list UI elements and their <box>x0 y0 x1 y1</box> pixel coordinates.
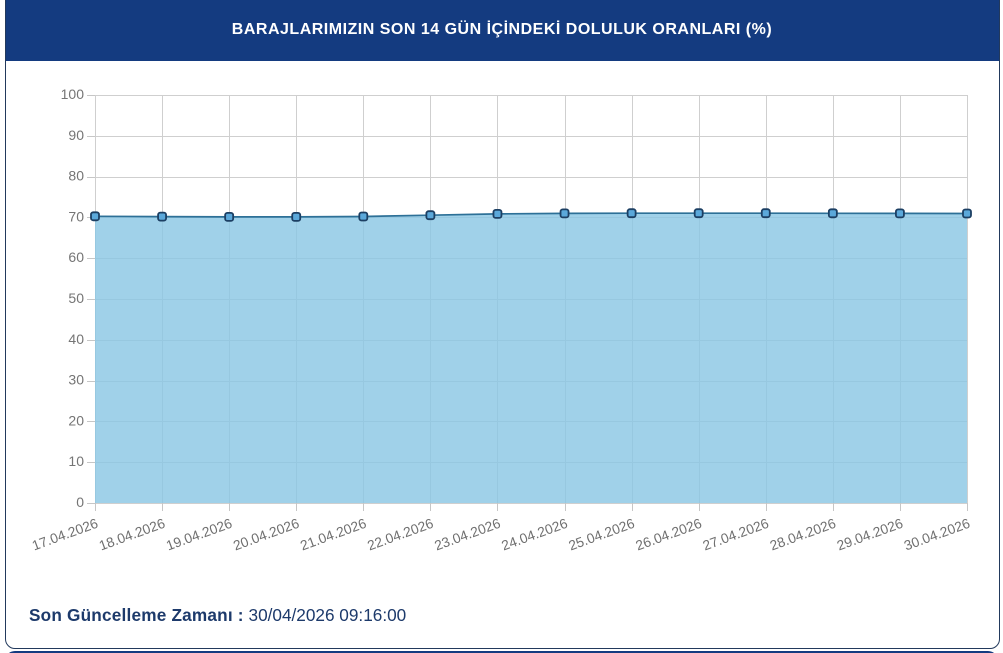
svg-text:20.04.2026: 20.04.2026 <box>231 516 301 554</box>
svg-text:30: 30 <box>68 372 84 388</box>
svg-text:0: 0 <box>76 494 84 510</box>
svg-text:27.04.2026: 27.04.2026 <box>701 516 771 554</box>
svg-text:50: 50 <box>68 290 84 306</box>
svg-text:29.04.2026: 29.04.2026 <box>835 516 905 554</box>
svg-text:28.04.2026: 28.04.2026 <box>768 516 838 554</box>
svg-text:90: 90 <box>68 127 84 143</box>
svg-text:10: 10 <box>68 453 84 469</box>
svg-text:40: 40 <box>68 331 84 347</box>
svg-text:25.04.2026: 25.04.2026 <box>567 516 637 554</box>
svg-text:100: 100 <box>61 86 85 102</box>
svg-text:70: 70 <box>68 208 84 224</box>
svg-text:19.04.2026: 19.04.2026 <box>164 516 234 554</box>
svg-text:21.04.2026: 21.04.2026 <box>298 516 368 554</box>
svg-text:18.04.2026: 18.04.2026 <box>97 516 167 554</box>
svg-text:60: 60 <box>68 249 84 265</box>
svg-text:24.04.2026: 24.04.2026 <box>500 516 570 554</box>
svg-text:20: 20 <box>68 412 84 428</box>
svg-text:30.04.2026: 30.04.2026 <box>902 516 972 554</box>
svg-text:26.04.2026: 26.04.2026 <box>634 516 704 554</box>
svg-text:80: 80 <box>68 168 84 184</box>
svg-text:17.04.2026: 17.04.2026 <box>30 516 100 554</box>
svg-text:22.04.2026: 22.04.2026 <box>365 516 435 554</box>
svg-text:23.04.2026: 23.04.2026 <box>432 516 502 554</box>
